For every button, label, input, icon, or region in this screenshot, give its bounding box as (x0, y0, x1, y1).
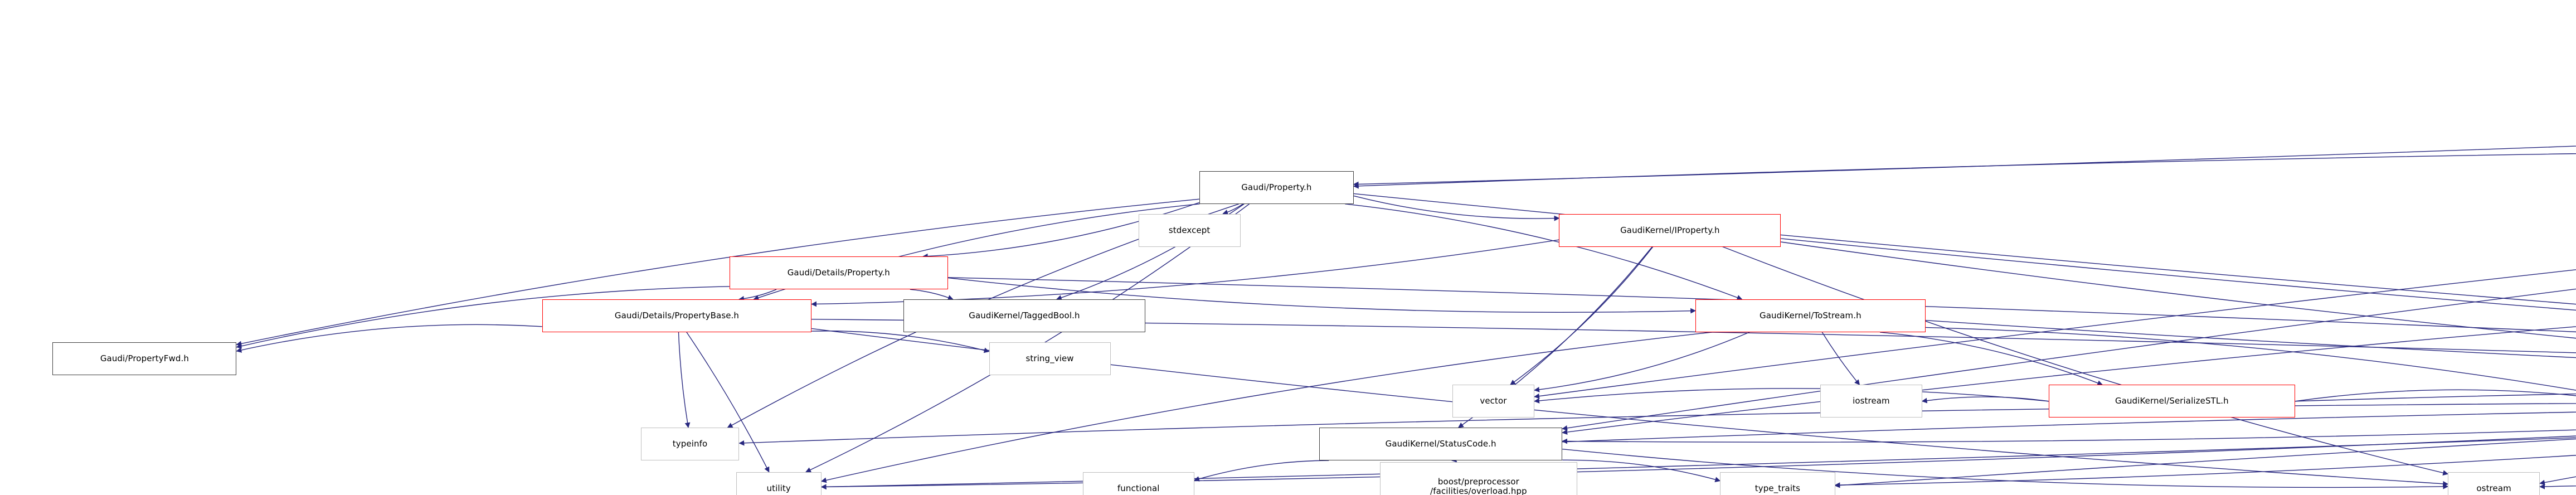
graph-node-label: Gaudi/Details/Property.h (787, 268, 890, 278)
graph-node-label: boost/preprocessor /facilities/overload.… (1430, 477, 1527, 495)
graph-node-propertyfwd[interactable]: Gaudi/PropertyFwd.h (52, 342, 237, 375)
graph-node-label: ostream (2476, 483, 2511, 493)
graph-edge (1353, 153, 2576, 189)
graph-node-vector[interactable]: vector (1452, 385, 1535, 418)
graph-edge (2295, 393, 2576, 402)
graph-node-iostream[interactable]: iostream (1820, 385, 1922, 418)
graph-node-label: GaudiKernel/ToStream.h (1759, 310, 1861, 321)
graph-node-details_property[interactable]: Gaudi/Details/Property.h (729, 256, 948, 290)
graph-node-label: string_view (1025, 353, 1074, 363)
graph-edge (1194, 460, 1329, 482)
graph-edge (2295, 389, 2576, 402)
graph-edge (1353, 193, 2576, 305)
graph-node-label: Gaudi/PropertyFwd.h (100, 353, 189, 363)
graph-node-label: functional (1117, 483, 1160, 493)
graph-edge (1562, 449, 2449, 489)
graph-node-label: GaudiKernel/IProperty.h (1620, 225, 1720, 235)
graph-node-typeinfo[interactable]: typeinfo (640, 428, 740, 461)
graph-node-label: GaudiKernel/TaggedBool.h (969, 310, 1080, 321)
graph-edge (910, 289, 954, 300)
graph-node-label: Gaudi/Property.h (1241, 182, 1312, 192)
graph-edge (820, 437, 2576, 490)
graph-edge (1534, 332, 1750, 392)
graph-node-taggedbool[interactable]: GaudiKernel/TaggedBool.h (903, 299, 1145, 332)
graph-edge (1534, 388, 2049, 404)
graph-node-label: type_traits (1754, 483, 1800, 493)
graph-node-utility[interactable]: utility (736, 472, 822, 495)
graph-edge (1222, 203, 1243, 215)
graph-edge (738, 289, 777, 302)
graph-edge (236, 324, 542, 353)
graph-node-boost_overload[interactable]: boost/preprocessor /facilities/overload.… (1380, 462, 1577, 495)
graph-node-label: vector (1480, 396, 1507, 406)
graph-node-ik_property[interactable]: GaudiKernel/IProperty.h (1559, 213, 1781, 247)
graph-node-type_traits[interactable]: type_traits (1720, 472, 1835, 495)
graph-node-label: utility (766, 483, 791, 493)
graph-node-statuscode[interactable]: GaudiKernel/StatusCode.h (1319, 428, 1563, 461)
graph-node-label: GaudiKernel/StatusCode.h (1385, 439, 1496, 449)
graph-node-string_view[interactable]: string_view (989, 342, 1111, 375)
graph-node-label: typeinfo (672, 439, 708, 449)
graph-edge (1722, 246, 2449, 475)
graph-edge (2539, 484, 2576, 489)
graph-edge (947, 277, 2576, 333)
graph-edge (678, 332, 691, 428)
graph-edge (1510, 246, 1654, 385)
graph-node-gaudi_property[interactable]: Gaudi/Property.h (1199, 171, 1354, 204)
graph-node-details_propbase[interactable]: Gaudi/Details/PropertyBase.h (542, 299, 812, 332)
graph-edge (1880, 332, 2103, 386)
graph-edge (1562, 459, 1721, 482)
graph-node-tostream[interactable]: GaudiKernel/ToStream.h (1695, 299, 1926, 332)
graph-node-serializestl[interactable]: GaudiKernel/SerializeSTL.h (2048, 385, 2295, 418)
graph-edge (1353, 195, 1560, 221)
graph-edge (811, 331, 990, 353)
graph-node-label: GaudiKernel/SerializeSTL.h (2115, 396, 2229, 406)
graph-edge (1921, 396, 2049, 404)
graph-edge (1821, 332, 1860, 386)
graph-node-functional[interactable]: functional (1082, 472, 1194, 495)
graph-node-label: iostream (1853, 396, 1890, 406)
graph-node-ostream[interactable]: ostream (2448, 472, 2540, 495)
graph-node-stdexcept[interactable]: stdexcept (1138, 213, 1241, 247)
graph-edge (1534, 269, 2576, 399)
graph-edge (820, 332, 1713, 483)
graph-node-label: stdexcept (1168, 225, 1211, 235)
graph-edge (2539, 476, 2576, 486)
graph-edge (738, 403, 2576, 446)
graph-edge (1353, 145, 2576, 187)
graph-edge (1834, 438, 2576, 488)
graph-node-label: Gaudi/Details/PropertyBase.h (614, 310, 740, 321)
